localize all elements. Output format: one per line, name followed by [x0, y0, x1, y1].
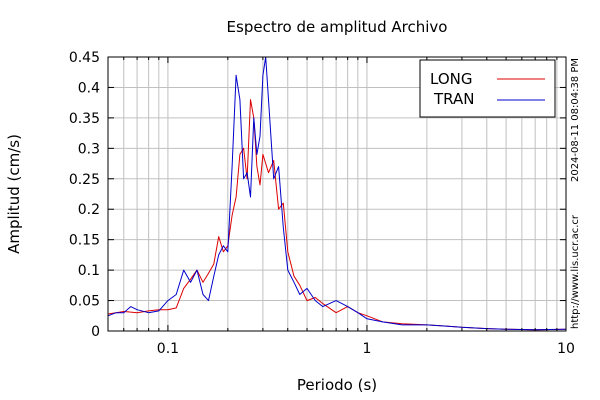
- plot-frame: [107, 56, 567, 332]
- x-tick-label: 10: [557, 341, 575, 357]
- legend-label-tran: TRAN: [433, 90, 474, 108]
- axis-ticks: 0 0.05 0.1 0.15 0.2 0.25 0.3 0.35 0.4 0.45 0.1 1 10: [69, 50, 575, 357]
- y-tick-label: 0.05: [69, 294, 100, 310]
- legend-label-long: LONG: [430, 70, 472, 88]
- y-tick-label: 0.45: [69, 50, 100, 66]
- grid-lines: [107, 56, 567, 332]
- legend-box: [419, 59, 556, 118]
- y-tick-label: 0.2: [78, 202, 100, 218]
- legend: LONG TRAN: [419, 59, 556, 118]
- y-tick-label: 0.3: [78, 141, 100, 157]
- y-tick-label: 0.35: [69, 111, 100, 127]
- x-tick-label: 1: [362, 341, 371, 357]
- y-tick-label: 0.1: [78, 263, 100, 279]
- y-tick-label: 0: [91, 324, 100, 340]
- timestamp-text: 2024-08-11 08:04:38 PM: [570, 58, 581, 182]
- x-tick-label: 0.1: [157, 341, 179, 357]
- y-tick-label: 0.4: [78, 80, 100, 96]
- y-tick-label: 0.15: [69, 233, 100, 249]
- series-layer: [107, 56, 567, 331]
- series-line-tran: [107, 56, 567, 331]
- x-axis-label: Periodo (s): [297, 376, 377, 394]
- chart-title: Espectro de amplitud Archivo: [227, 18, 448, 36]
- y-axis-label: Amplitud (cm/s): [5, 134, 23, 254]
- y-tick-label: 0.25: [69, 172, 100, 188]
- source-url-text: http://www.lis.ucr.ac.cr: [570, 214, 581, 329]
